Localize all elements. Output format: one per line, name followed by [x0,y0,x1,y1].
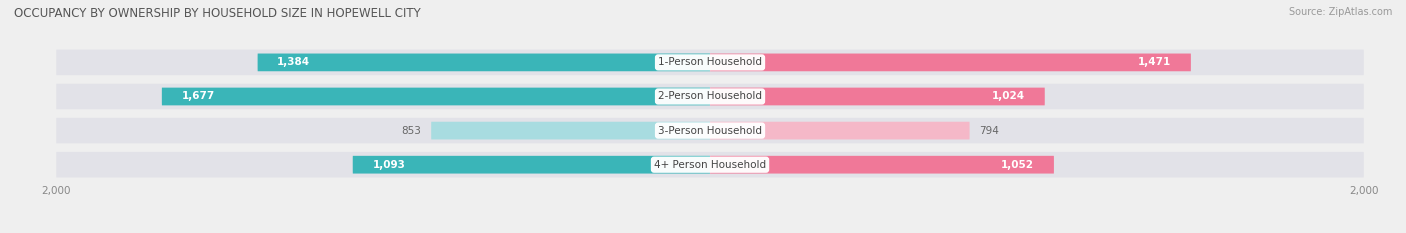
Text: 1,093: 1,093 [373,160,405,170]
Text: 3-Person Household: 3-Person Household [658,126,762,136]
Text: 1,052: 1,052 [1001,160,1035,170]
FancyBboxPatch shape [56,84,1364,109]
Text: 1,471: 1,471 [1137,57,1171,67]
Text: 1,677: 1,677 [181,92,215,102]
FancyBboxPatch shape [710,122,970,140]
FancyBboxPatch shape [710,88,1045,105]
FancyBboxPatch shape [56,152,1364,178]
Text: 2-Person Household: 2-Person Household [658,92,762,102]
FancyBboxPatch shape [710,54,1191,71]
Text: 794: 794 [980,126,1000,136]
Text: 1-Person Household: 1-Person Household [658,57,762,67]
FancyBboxPatch shape [56,118,1364,143]
FancyBboxPatch shape [56,50,1364,75]
FancyBboxPatch shape [432,122,710,140]
Legend: Owner-occupied, Renter-occupied: Owner-occupied, Renter-occupied [602,231,818,233]
Text: Source: ZipAtlas.com: Source: ZipAtlas.com [1288,7,1392,17]
Text: OCCUPANCY BY OWNERSHIP BY HOUSEHOLD SIZE IN HOPEWELL CITY: OCCUPANCY BY OWNERSHIP BY HOUSEHOLD SIZE… [14,7,420,20]
FancyBboxPatch shape [710,156,1054,174]
Text: 1,024: 1,024 [993,92,1025,102]
FancyBboxPatch shape [353,156,710,174]
FancyBboxPatch shape [162,88,710,105]
Text: 4+ Person Household: 4+ Person Household [654,160,766,170]
Text: 853: 853 [402,126,422,136]
FancyBboxPatch shape [257,54,710,71]
Text: 1,384: 1,384 [277,57,311,67]
